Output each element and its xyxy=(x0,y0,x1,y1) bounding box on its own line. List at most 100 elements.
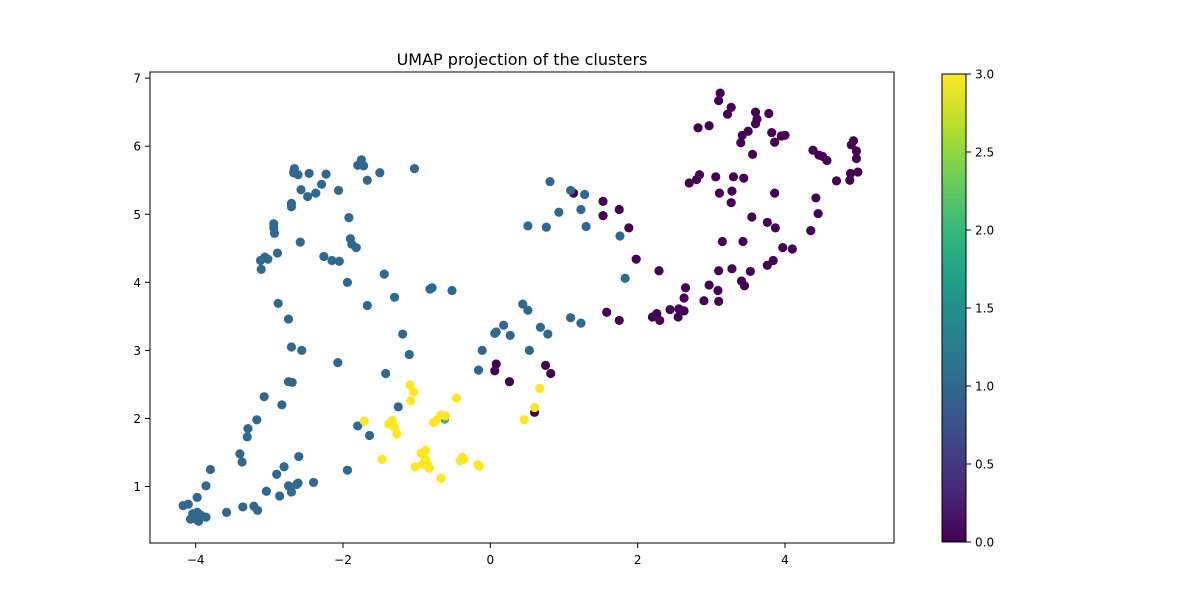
point-class-0-40 xyxy=(726,198,736,208)
point-class-1-82 xyxy=(291,479,302,490)
point-class-0-1 xyxy=(714,95,724,106)
y-tick-label: 6 xyxy=(133,140,141,154)
plot-frame xyxy=(149,71,895,544)
point-class-1-72 xyxy=(235,449,245,459)
point-class-0-29 xyxy=(831,176,842,186)
point-class-1-28 xyxy=(263,254,273,264)
point-class-0-80 xyxy=(490,366,500,376)
point-class-1-4 xyxy=(321,169,331,179)
point-class-1-34 xyxy=(379,269,389,279)
point-class-0-46 xyxy=(624,223,634,233)
point-class-0-53 xyxy=(778,243,788,253)
point-class-1-68 xyxy=(364,430,375,441)
point-class-1-90 xyxy=(222,507,232,517)
point-class-0-36 xyxy=(727,186,737,196)
point-class-1-85 xyxy=(261,486,271,496)
point-class-0-83 xyxy=(546,368,556,379)
point-class-1-76 xyxy=(272,469,282,479)
point-class-1-83 xyxy=(342,465,353,475)
point-class-1-86 xyxy=(275,491,285,501)
y-tick-label: 7 xyxy=(133,72,141,86)
point-class-0-24 xyxy=(851,146,862,156)
point-class-1-87 xyxy=(238,502,248,512)
point-class-1-37 xyxy=(425,284,435,294)
point-class-1-8 xyxy=(375,168,385,178)
point-class-0-44 xyxy=(598,211,608,221)
point-class-1-63 xyxy=(287,377,297,387)
point-class-1-97 xyxy=(201,512,211,522)
point-class-0-33 xyxy=(711,172,721,182)
point-class-1-12 xyxy=(311,188,321,198)
colorbar-tick-label: 1.5 xyxy=(975,302,994,316)
colorbar-tick-label: 2.5 xyxy=(975,146,994,160)
point-class-1-89 xyxy=(252,505,263,515)
point-class-1-74 xyxy=(294,451,304,462)
point-class-0-8 xyxy=(693,123,703,133)
point-class-0-7 xyxy=(750,119,761,129)
point-class-1-9 xyxy=(409,164,420,174)
point-class-3-24 xyxy=(377,454,387,464)
point-class-0-31 xyxy=(684,178,694,188)
point-class-0-70 xyxy=(602,307,612,317)
x-tick-label: −4 xyxy=(187,553,205,567)
point-class-0-39 xyxy=(811,193,821,203)
point-class-3-2 xyxy=(406,396,416,406)
chart-title: UMAP projection of the clusters xyxy=(397,50,648,69)
point-class-0-12 xyxy=(736,138,746,148)
point-class-0-82 xyxy=(540,360,551,370)
point-class-3-27 xyxy=(519,415,529,425)
point-class-0-9 xyxy=(704,121,714,131)
point-class-0-11 xyxy=(743,126,753,136)
point-class-1-38 xyxy=(447,285,457,296)
point-class-3-29 xyxy=(535,383,545,394)
y-tick-label: 1 xyxy=(133,480,141,494)
y-tick-label: 4 xyxy=(133,276,141,290)
point-class-1-40 xyxy=(362,300,372,311)
point-class-0-57 xyxy=(762,260,772,270)
point-class-1-17 xyxy=(286,202,297,212)
point-class-0-21 xyxy=(822,155,832,166)
point-class-1-44 xyxy=(286,342,297,352)
point-class-3-17 xyxy=(417,459,428,469)
point-class-3-21 xyxy=(455,456,465,466)
point-class-0-77 xyxy=(679,306,689,316)
point-class-1-54 xyxy=(524,345,534,355)
point-class-0-32 xyxy=(694,170,705,180)
point-class-0-51 xyxy=(738,236,748,247)
point-class-0-50 xyxy=(717,236,727,247)
point-class-3-7 xyxy=(429,417,439,428)
point-class-1-15 xyxy=(362,175,372,185)
colorbar-tick-label: 0.0 xyxy=(975,536,994,550)
point-class-1-51 xyxy=(490,328,500,338)
point-class-0-75 xyxy=(665,304,675,315)
x-tick-label: −2 xyxy=(334,553,352,567)
point-class-0-3 xyxy=(722,109,733,119)
point-class-1-33 xyxy=(334,256,344,266)
point-class-1-103 xyxy=(566,185,576,196)
point-class-0-54 xyxy=(787,244,797,254)
point-class-0-16 xyxy=(770,137,780,147)
point-class-0-2 xyxy=(726,102,736,112)
point-class-1-14 xyxy=(333,185,344,196)
point-class-1-84 xyxy=(286,487,297,497)
point-class-1-75 xyxy=(279,462,289,472)
point-class-0-27 xyxy=(853,167,863,177)
point-class-1-45 xyxy=(297,345,307,355)
point-class-1-94 xyxy=(192,492,202,502)
point-class-0-26 xyxy=(845,168,856,179)
x-tick-label: 2 xyxy=(634,553,642,567)
y-axis: 1 2 3 4 5 6 7 xyxy=(133,72,150,494)
point-class-1-81 xyxy=(308,477,319,488)
point-class-1-35 xyxy=(342,277,353,287)
point-class-0-55 xyxy=(631,254,641,264)
point-class-1-30 xyxy=(256,264,266,274)
point-class-0-43 xyxy=(598,196,608,206)
point-class-0-62 xyxy=(680,283,691,293)
point-class-1-22 xyxy=(295,237,305,247)
y-tick-label: 2 xyxy=(133,412,141,426)
point-class-1-47 xyxy=(333,358,343,368)
colorbar-axis: 0.0 0.5 1.0 1.5 2.0 2.5 3.0 xyxy=(966,68,994,550)
point-class-0-5 xyxy=(764,108,774,119)
